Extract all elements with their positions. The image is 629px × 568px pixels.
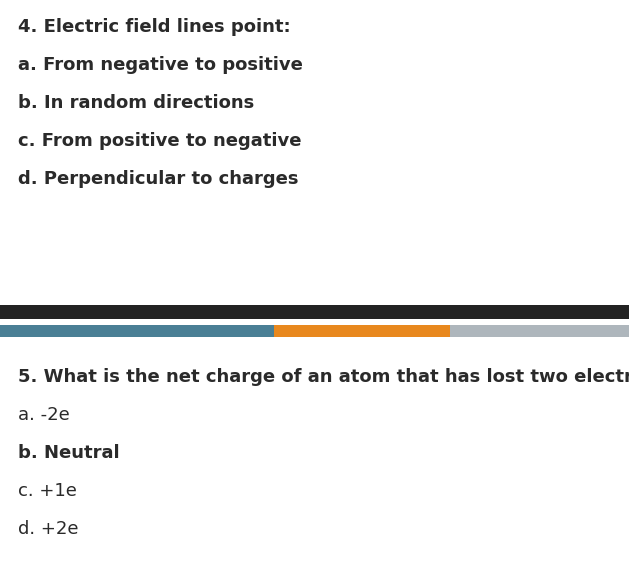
Text: d. +2e: d. +2e: [18, 520, 79, 538]
Bar: [0, 325, 274, 337]
Text: 4. Electric field lines point:: 4. Electric field lines point:: [18, 18, 291, 36]
Text: a. From negative to positive: a. From negative to positive: [18, 56, 303, 74]
Text: d. Perpendicular to charges: d. Perpendicular to charges: [18, 170, 299, 188]
Text: c. +1e: c. +1e: [18, 482, 77, 500]
Bar: [274, 325, 450, 337]
Text: b. Neutral: b. Neutral: [18, 444, 120, 462]
Text: c. From positive to negative: c. From positive to negative: [18, 132, 301, 150]
Text: b. In random directions: b. In random directions: [18, 94, 254, 112]
Text: 5. What is the net charge of an atom that has lost two electrons?: 5. What is the net charge of an atom tha…: [18, 368, 629, 386]
Text: a. -2e: a. -2e: [18, 406, 70, 424]
Bar: [450, 325, 629, 337]
Bar: [0, 305, 629, 319]
